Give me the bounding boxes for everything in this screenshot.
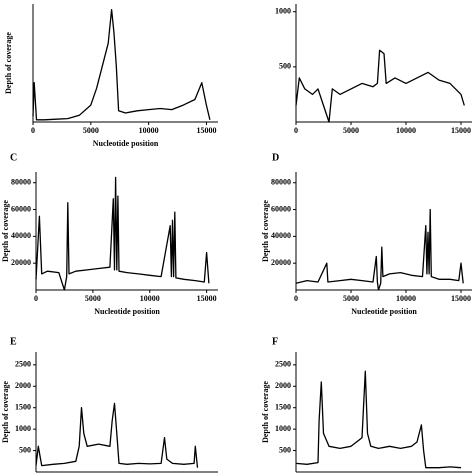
x-tick-label: 15000 (196, 126, 216, 135)
y-tick-label: 500 (19, 445, 31, 454)
x-tick-label: 10000 (396, 126, 416, 135)
coverage-line (295, 208, 464, 291)
x-tick-label: 10000 (139, 126, 159, 135)
y-tick-label: 2500 (275, 360, 291, 369)
x-tick-label: 10000 (396, 294, 416, 303)
y-tick-label: 1000 (275, 7, 291, 16)
y-tick-label: 1000 (275, 424, 291, 433)
x-tick-label: 5000 (83, 126, 99, 135)
y-tick-label: 1500 (275, 403, 291, 412)
y-axis-label: Depth of coverage (1, 381, 10, 443)
x-tick-label: 15000 (451, 294, 471, 303)
y-axis-label: Depth of coverage (4, 32, 13, 94)
y-tick-label: 2000 (275, 381, 291, 390)
coverage-line (295, 370, 462, 469)
coverage-line (35, 402, 199, 468)
coverage-line (32, 8, 211, 121)
y-tick-label: 40000 (271, 231, 291, 240)
coverage-line (295, 49, 465, 123)
y-tick-label: 80000 (11, 178, 31, 187)
x-axis-label: Nucleotide position (94, 307, 160, 316)
y-tick-label: 2500 (15, 360, 31, 369)
y-tick-label: 80000 (271, 178, 291, 187)
y-axis-label: Depth of coverage (261, 200, 270, 262)
y-tick-label: 60000 (271, 204, 291, 213)
x-axis-label: Nucleotide position (93, 139, 159, 148)
x-tick-label: 0 (294, 126, 298, 135)
panel-label: C (10, 152, 17, 163)
y-tick-label: 500 (279, 62, 291, 71)
x-tick-label: 0 (34, 294, 38, 303)
x-tick-label: 5000 (343, 294, 359, 303)
y-axis-label: Depth of coverage (1, 200, 10, 262)
y-tick-label: 20000 (11, 258, 31, 267)
y-axis-label: Depth of coverage (261, 381, 270, 443)
y-tick-label: 1000 (15, 424, 31, 433)
y-tick-label: 20000 (271, 258, 291, 267)
y-tick-label: 40000 (11, 231, 31, 240)
x-axis-label: Nucleotide position (351, 307, 417, 316)
y-tick-label: 60000 (11, 204, 31, 213)
panel-label: E (10, 336, 17, 347)
y-tick-label: 2000 (15, 381, 31, 390)
panel-label: F (272, 336, 278, 347)
x-tick-label: 10000 (140, 294, 160, 303)
x-tick-label: 5000 (343, 126, 359, 135)
panel-label: D (272, 152, 279, 163)
coverage-line (35, 176, 210, 291)
x-tick-label: 15000 (197, 294, 217, 303)
x-tick-label: 0 (31, 126, 35, 135)
x-tick-label: 15000 (451, 126, 471, 135)
y-tick-label: 1500 (15, 403, 31, 412)
y-tick-label: 500 (279, 445, 291, 454)
x-tick-label: 0 (294, 294, 298, 303)
x-tick-label: 5000 (85, 294, 101, 303)
